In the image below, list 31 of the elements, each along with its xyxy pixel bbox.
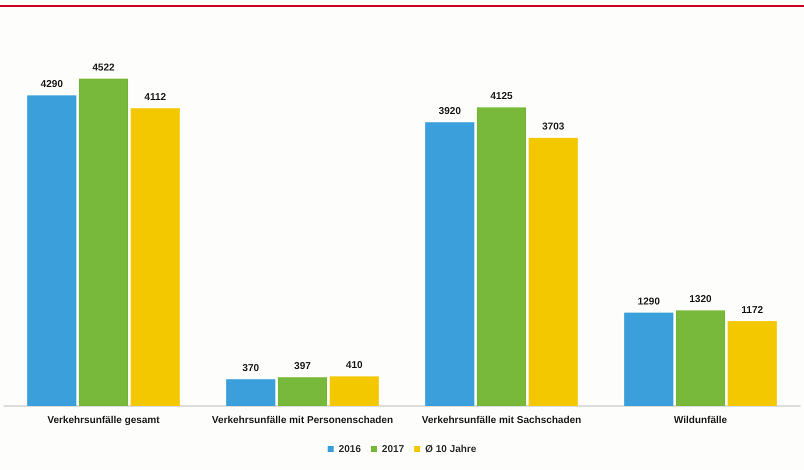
bar bbox=[728, 321, 777, 406]
bar bbox=[624, 312, 674, 406]
data-label: 410 bbox=[346, 360, 364, 372]
data-label: 4290 bbox=[40, 79, 64, 90]
bar bbox=[278, 377, 328, 406]
data-label: 397 bbox=[294, 361, 312, 372]
data-label: 370 bbox=[242, 362, 260, 374]
data-label: 1320 bbox=[689, 294, 712, 306]
bar bbox=[476, 107, 526, 406]
data-label: 1290 bbox=[638, 296, 660, 308]
x-tick-label: Verkehrsunfälle mit Personenschaden bbox=[212, 414, 394, 426]
data-label: 1172 bbox=[741, 304, 764, 316]
bar bbox=[330, 376, 379, 406]
data-label: 3920 bbox=[438, 106, 462, 117]
bar bbox=[528, 138, 578, 406]
legend-label: 2016 bbox=[338, 444, 362, 455]
bar bbox=[226, 379, 276, 406]
bar bbox=[27, 95, 76, 406]
data-label: 4522 bbox=[92, 62, 116, 74]
bar bbox=[78, 78, 128, 406]
x-tick-label: Wildunfälle bbox=[674, 414, 728, 426]
legend-label: Ø 10 Jahre bbox=[425, 444, 477, 455]
bar bbox=[676, 310, 726, 406]
bar bbox=[130, 108, 180, 406]
data-label: 4125 bbox=[490, 91, 514, 102]
legend-label: 2017 bbox=[382, 444, 405, 455]
x-tick-label: Verkehrsunfälle mit Sachschaden bbox=[422, 414, 582, 426]
x-tick-label: Verkehrsunfälle gesamt bbox=[47, 414, 160, 426]
data-label: 4112 bbox=[144, 92, 167, 104]
data-label: 3703 bbox=[542, 122, 565, 133]
bar bbox=[425, 122, 474, 406]
